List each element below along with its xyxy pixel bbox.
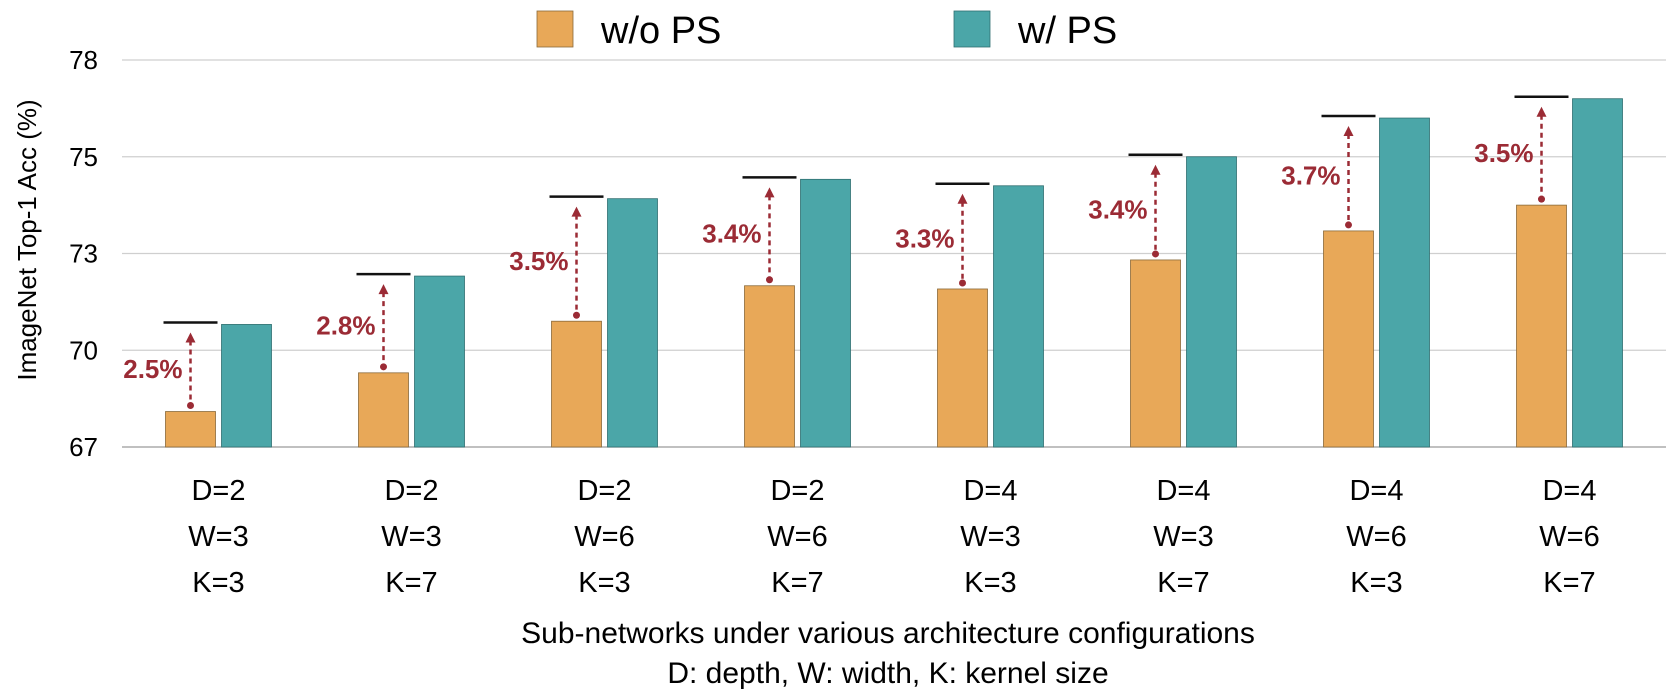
- gain-label: 2.8%: [316, 310, 375, 340]
- gain-arrow-head: [378, 284, 389, 295]
- x-axis-title-line1: Sub-networks under various architecture …: [521, 617, 1255, 650]
- gain-arrow-tail: [1345, 221, 1352, 229]
- y-axis-title: ImageNet Top-1 Acc (%): [12, 99, 42, 380]
- gain-label: 2.5%: [123, 354, 182, 384]
- x-category-label: W=6: [767, 521, 827, 553]
- x-category-label: D=2: [577, 475, 631, 507]
- gain-arrow-tail: [573, 311, 580, 319]
- bar-with-ps: [1379, 117, 1430, 448]
- legend-swatch-with-ps: [953, 10, 991, 48]
- y-tick-label: 70: [69, 335, 98, 365]
- x-category-label: W=3: [960, 521, 1020, 553]
- gain-arrow-tail: [766, 276, 773, 284]
- gain-arrow-tail: [1152, 250, 1159, 258]
- legend: w/o PS w/ PS: [536, 10, 1117, 52]
- gain-arrow-head: [185, 332, 196, 343]
- bar-with-ps: [414, 275, 465, 448]
- gain-arrow-tail: [187, 402, 194, 410]
- gain-arrow-head: [1536, 106, 1547, 117]
- bar-without-ps: [1323, 230, 1374, 448]
- grid-lines: [122, 59, 1666, 448]
- gain-label: 3.5%: [509, 246, 568, 276]
- bar-with-ps: [607, 198, 658, 448]
- gain-arrow-head: [957, 193, 968, 204]
- x-category-label: D=2: [770, 475, 824, 507]
- bar-with-ps: [1572, 98, 1623, 448]
- x-category-label: K=3: [192, 567, 244, 599]
- legend-label-with-ps: w/ PS: [1017, 10, 1117, 52]
- bar-with-ps: [800, 178, 851, 448]
- y-axis: 67 70 73 75 78: [69, 45, 98, 462]
- x-category-label: D=2: [191, 475, 245, 507]
- gain-arrow-head: [1343, 126, 1354, 137]
- gain-label: 3.5%: [1474, 138, 1533, 168]
- bar-without-ps: [165, 411, 216, 448]
- x-category-label: D=4: [1349, 475, 1403, 507]
- x-category-label: K=3: [964, 567, 1016, 599]
- x-axis: D=2 W=3 K=3 D=2 W=3 K=7 D=2 W=6 K=3 D=2 W=6 K=7 D=4 W…: [188, 475, 1599, 599]
- x-category-label: K=3: [578, 567, 630, 599]
- x-category-label: K=7: [385, 567, 437, 599]
- x-category-label: W=3: [381, 521, 441, 553]
- x-category-label: W=3: [1153, 521, 1213, 553]
- x-category-label: K=7: [1543, 567, 1595, 599]
- gain-arrow-tail: [1538, 195, 1545, 203]
- x-category-label: W=6: [1539, 521, 1599, 553]
- x-category-label: K=3: [1350, 567, 1402, 599]
- bar-without-ps: [551, 320, 602, 448]
- bars: [165, 98, 1623, 448]
- y-tick-label: 67: [69, 432, 98, 462]
- x-category-label: K=7: [771, 567, 823, 599]
- x-category-label: D=2: [384, 475, 438, 507]
- bar-without-ps: [744, 285, 795, 448]
- bar-with-ps: [221, 324, 272, 448]
- bar-without-ps: [1516, 204, 1567, 448]
- gain-label: 3.4%: [702, 219, 761, 249]
- x-axis-title-line2: D: depth, W: width, K: kernel size: [667, 657, 1108, 690]
- gain-arrow-head: [1150, 164, 1161, 175]
- y-tick-label: 78: [69, 45, 98, 75]
- gain-annotations: 2.5% 2.8% 3.5% 3.4% 3.3% 3.4% 3.7% 3.5%: [123, 95, 1569, 410]
- x-category-label: W=6: [1346, 521, 1406, 553]
- gain-arrow-head: [571, 206, 582, 217]
- y-tick-label: 75: [69, 142, 98, 172]
- x-category-label: W=6: [574, 521, 634, 553]
- gain-label: 3.3%: [895, 223, 954, 253]
- bar-with-ps: [1186, 156, 1237, 448]
- gain-arrow-tail: [380, 363, 387, 371]
- bar-with-ps: [993, 185, 1044, 448]
- x-category-label: D=4: [963, 475, 1017, 507]
- gain-label: 3.4%: [1088, 194, 1147, 224]
- x-category-label: W=3: [188, 521, 248, 553]
- legend-label-without-ps: w/o PS: [600, 10, 721, 52]
- x-category-label: D=4: [1156, 475, 1210, 507]
- bar-without-ps: [358, 372, 409, 448]
- x-category-label: K=7: [1157, 567, 1209, 599]
- gain-arrow-tail: [959, 279, 966, 287]
- gain-arrow-head: [764, 187, 775, 198]
- bar-without-ps: [1130, 259, 1181, 448]
- y-tick-label: 73: [69, 239, 98, 269]
- x-category-label: D=4: [1542, 475, 1596, 507]
- legend-swatch-without-ps: [536, 10, 574, 48]
- gain-label: 3.7%: [1281, 160, 1340, 190]
- bar-without-ps: [937, 288, 988, 448]
